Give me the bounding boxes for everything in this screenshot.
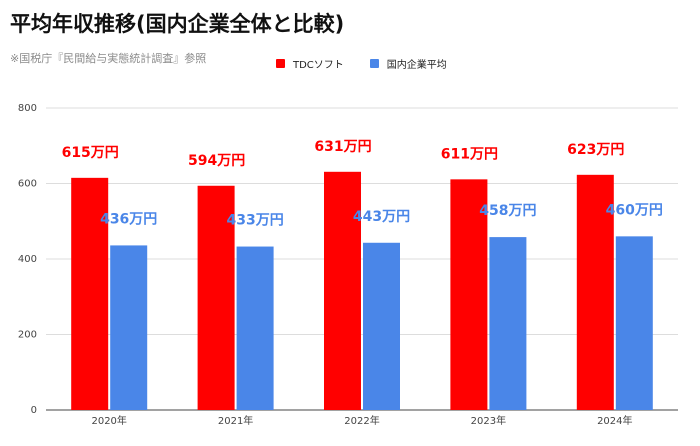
y-tick-label: 400 — [18, 254, 37, 265]
data-label-series2: 443万円 — [353, 209, 410, 225]
data-label-series2: 433万円 — [226, 213, 283, 229]
legend-label-series-1: TDCソフト — [293, 60, 344, 71]
data-label-series1: 611万円 — [441, 146, 498, 162]
data-label-series2: 436万円 — [100, 211, 157, 227]
bar-series1-2021年 — [197, 185, 235, 410]
x-tick-label: 2020年 — [91, 414, 126, 427]
bar-series2-2020年 — [110, 245, 148, 410]
data-label-series1: 615万円 — [62, 145, 119, 161]
bar-series2-2023年 — [489, 237, 527, 410]
bar-series1-2022年 — [324, 171, 361, 410]
data-label-series1: 623万円 — [567, 142, 624, 158]
chart-source-note: ※国税庁『民間給与実態統計調査』参照 — [10, 52, 207, 65]
legend-item-series-1: TDCソフト — [276, 56, 344, 71]
chart-legend: TDCソフト 国内企業平均 — [276, 56, 473, 71]
y-tick-label: 0 — [31, 405, 37, 416]
x-tick-label: 2024年 — [597, 414, 632, 427]
chart-title: 平均年収推移(国内企業全体と比較) — [10, 12, 345, 36]
data-label-series1: 631万円 — [314, 139, 371, 155]
data-label-series2: 458万円 — [479, 203, 536, 219]
x-tick-label: 2023年 — [471, 414, 506, 427]
legend-swatch-series-1 — [276, 59, 285, 68]
data-label-series1: 594万円 — [188, 153, 245, 169]
bar-series2-2024年 — [615, 236, 653, 410]
y-tick-label: 600 — [18, 179, 37, 190]
data-label-series2: 460万円 — [606, 202, 663, 218]
bar-series2-2021年 — [236, 246, 274, 410]
bar-series1-2024年 — [576, 174, 614, 410]
y-tick-label: 800 — [18, 103, 37, 114]
legend-swatch-series-2 — [369, 59, 379, 68]
legend-item-series-2: 国内企業平均 — [369, 56, 447, 71]
x-tick-label: 2022年 — [344, 414, 379, 427]
bar-series2-2022年 — [363, 242, 400, 410]
bar-series1-2023年 — [450, 179, 488, 410]
x-tick-label: 2021年 — [218, 414, 253, 427]
legend-label-series-2: 国内企業平均 — [386, 60, 447, 71]
y-tick-label: 200 — [18, 330, 37, 341]
bar-series1-2020年 — [71, 177, 109, 410]
